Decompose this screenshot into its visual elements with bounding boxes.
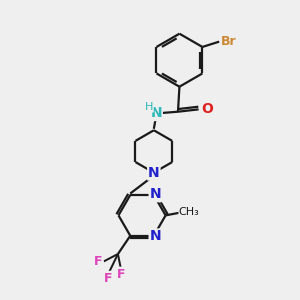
- Text: N: N: [149, 188, 161, 201]
- Text: CH₃: CH₃: [179, 207, 200, 218]
- Text: Br: Br: [221, 35, 237, 48]
- Text: O: O: [201, 102, 213, 116]
- Text: F: F: [104, 272, 113, 285]
- Text: F: F: [117, 268, 125, 281]
- Text: N: N: [148, 166, 160, 180]
- Text: F: F: [94, 255, 103, 268]
- Text: H: H: [145, 102, 153, 112]
- Text: N: N: [150, 106, 162, 120]
- Text: N: N: [149, 230, 161, 243]
